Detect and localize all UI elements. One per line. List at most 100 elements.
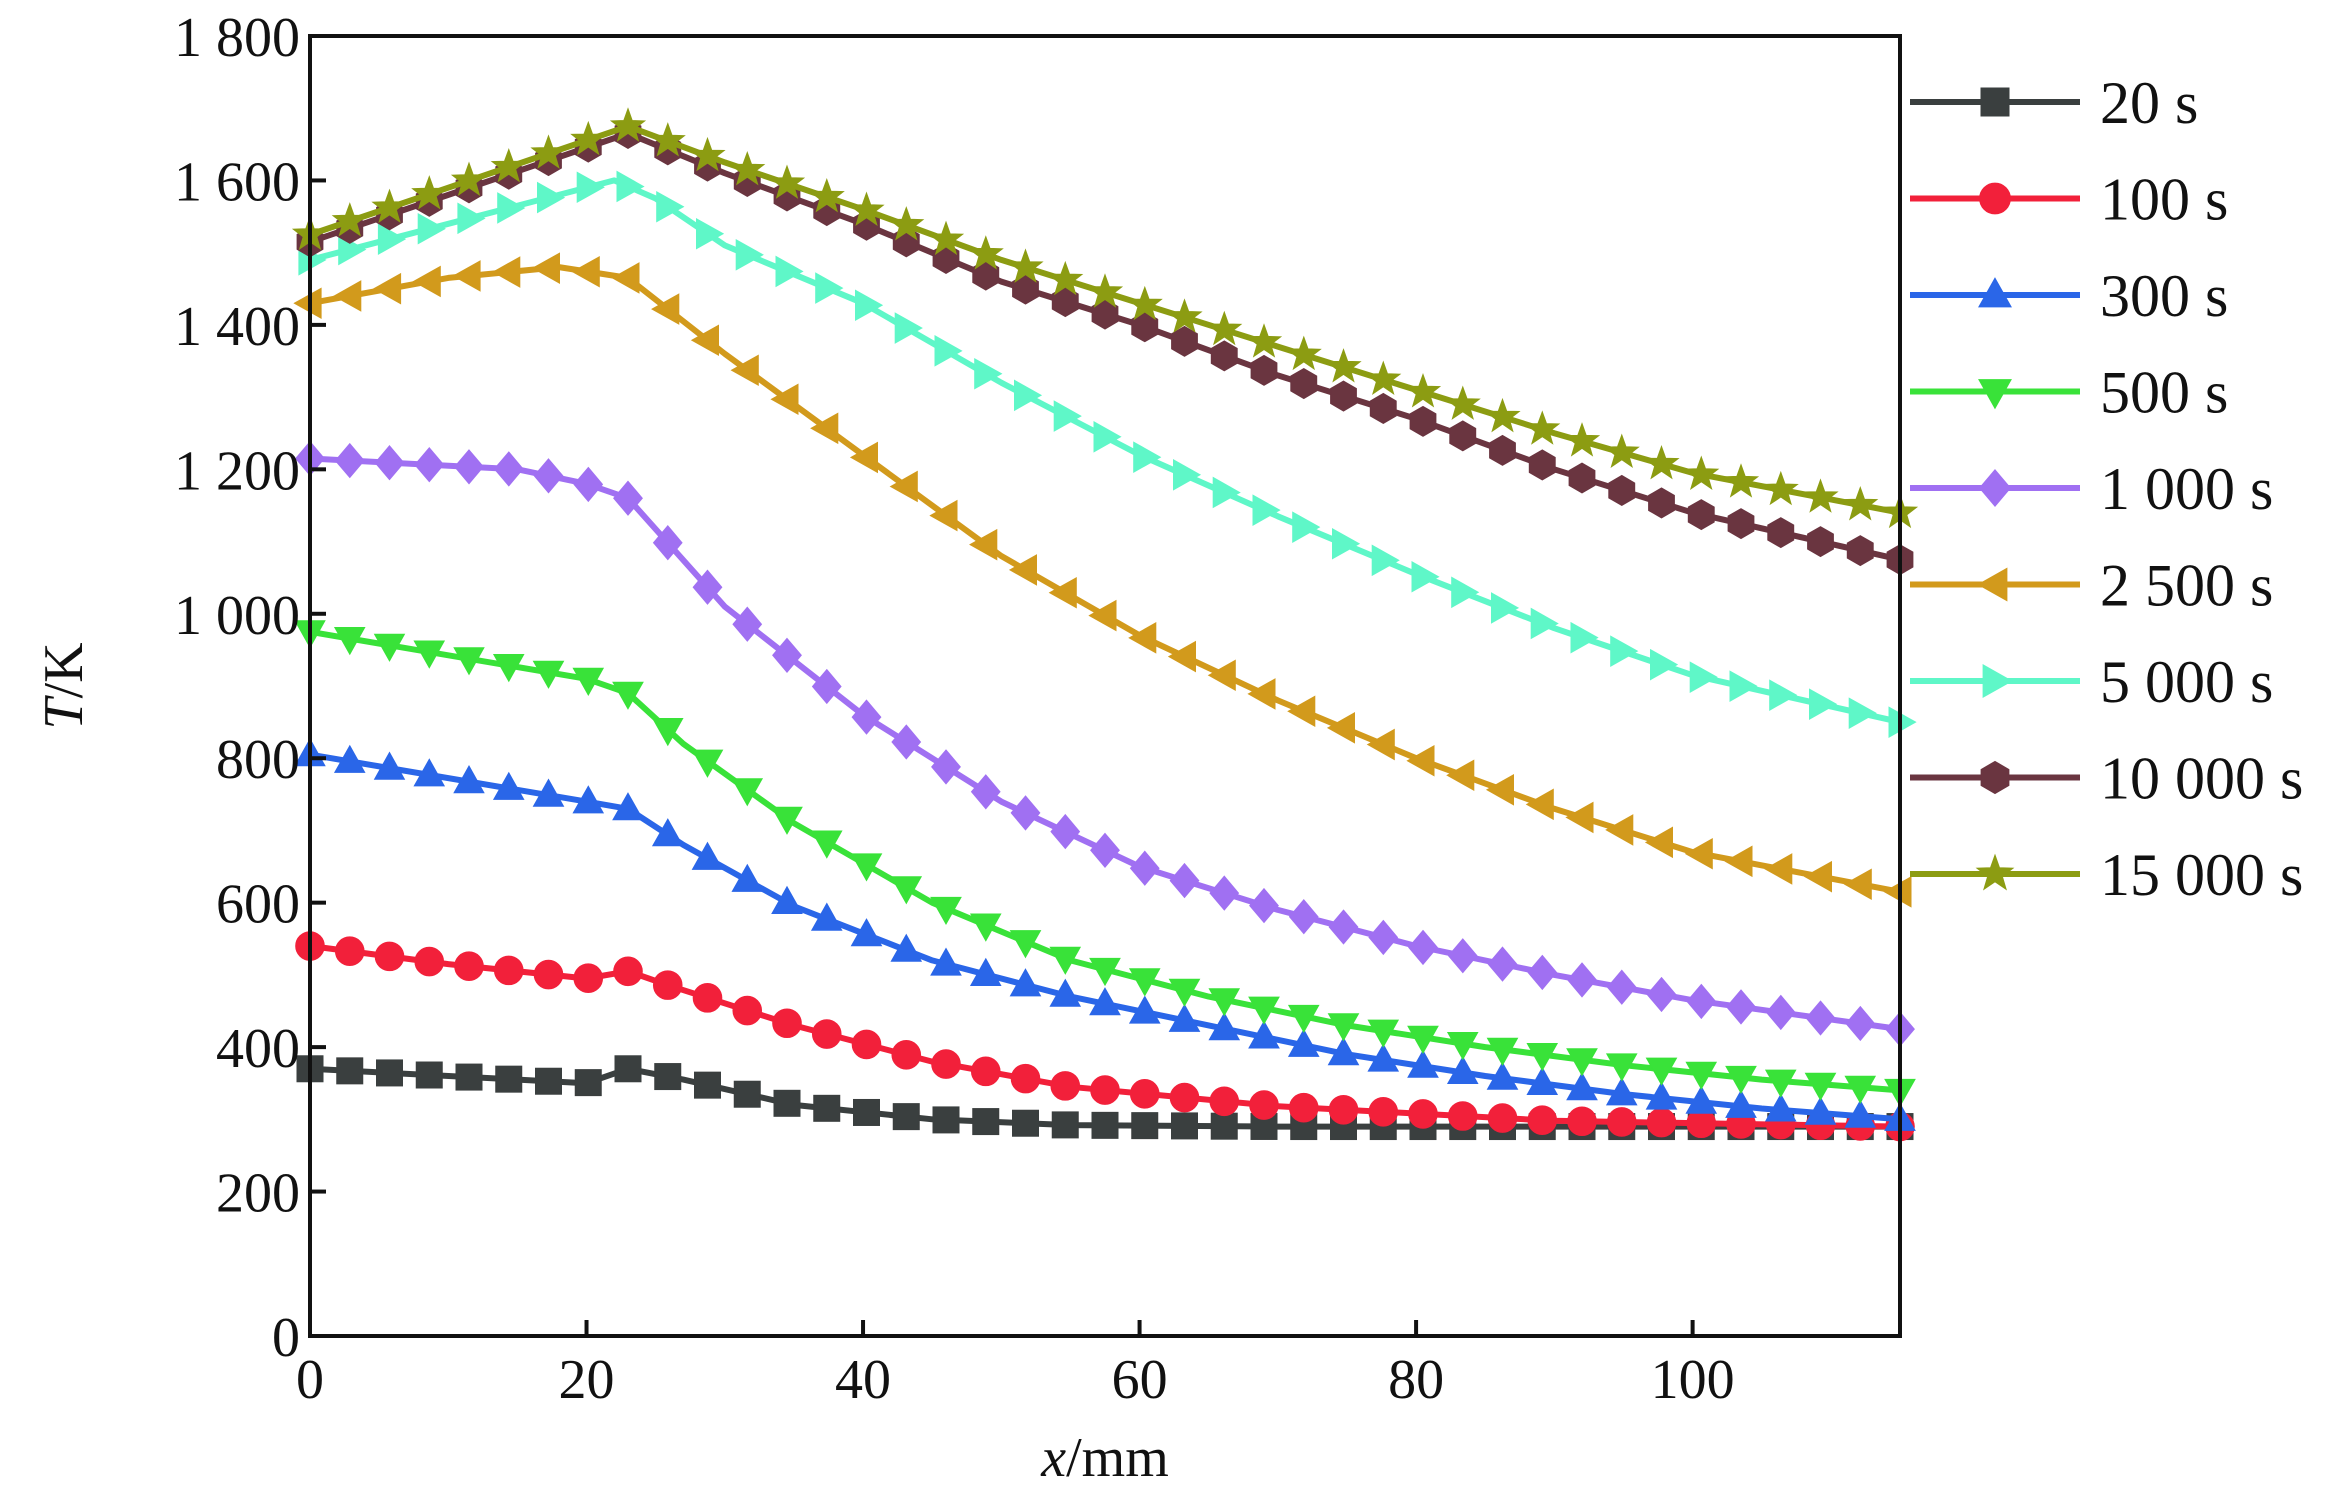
data-point	[616, 170, 645, 203]
legend-label: 20 s	[2100, 70, 2198, 136]
y-tick-label: 800	[216, 729, 300, 791]
legend-marker	[1979, 182, 2011, 215]
data-point	[689, 136, 726, 172]
data-point	[1007, 248, 1044, 283]
data-point	[1606, 969, 1637, 1005]
data-point	[371, 188, 408, 223]
data-point	[414, 946, 445, 977]
data-point	[533, 959, 564, 990]
data-point	[1449, 420, 1477, 452]
data-point	[1566, 1048, 1598, 1077]
data-point	[1526, 1043, 1559, 1072]
data-point	[888, 206, 925, 241]
data-point	[1809, 688, 1838, 720]
legend-item: 20 s	[1910, 70, 2198, 136]
data-point	[810, 902, 843, 931]
data-point	[414, 447, 445, 483]
y-tick-label: 1 600	[174, 151, 300, 213]
data-point	[1487, 946, 1518, 982]
data-point	[1643, 445, 1680, 480]
data-point	[1409, 405, 1437, 437]
legend-label: 100 s	[2100, 167, 2228, 233]
data-point	[1369, 392, 1397, 424]
data-point	[573, 466, 604, 503]
data-point	[331, 202, 368, 237]
data-point	[1328, 909, 1359, 945]
data-point	[374, 941, 405, 972]
data-point	[1729, 670, 1758, 702]
data-point	[1803, 860, 1832, 893]
data-point	[1605, 814, 1634, 846]
data-point	[576, 171, 605, 204]
data-point	[811, 1019, 842, 1049]
data-point	[1128, 622, 1157, 654]
data-point	[1173, 459, 1202, 491]
data-point	[813, 1094, 841, 1122]
data-point	[808, 178, 845, 213]
data-point	[1765, 994, 1796, 1031]
legend-label: 5 000 s	[2100, 649, 2273, 715]
data-point	[1446, 759, 1475, 792]
data-point	[1650, 648, 1679, 681]
legend-marker	[1978, 379, 2012, 410]
data-point	[611, 262, 640, 294]
data-point	[1332, 527, 1361, 560]
data-point	[1842, 486, 1879, 521]
data-point	[1249, 1090, 1279, 1120]
data-point	[497, 192, 526, 224]
series-1	[295, 931, 1915, 1142]
data-point	[532, 660, 565, 689]
data-point	[1408, 1099, 1438, 1129]
data-point	[1168, 1003, 1201, 1032]
data-point	[1325, 348, 1362, 383]
data-point	[930, 896, 962, 926]
data-point	[1091, 298, 1119, 330]
data-point	[1683, 455, 1720, 491]
data-point	[1645, 1057, 1678, 1086]
data-point	[1091, 1111, 1119, 1139]
legend-label: 1 000 s	[2100, 456, 2273, 522]
data-point	[1208, 988, 1241, 1017]
data-point	[1128, 968, 1161, 997]
data-point	[1169, 862, 1200, 899]
data-point	[336, 1057, 364, 1085]
data-point	[1725, 1089, 1757, 1118]
y-tick-label: 600	[216, 874, 300, 936]
data-point	[1764, 1093, 1797, 1122]
legend-marker	[1975, 853, 2015, 891]
data-point	[1646, 976, 1677, 1013]
data-point	[735, 239, 764, 271]
data-point	[1287, 1028, 1320, 1057]
data-point	[1249, 887, 1279, 924]
data-point	[377, 223, 407, 255]
data-point	[891, 1039, 922, 1070]
data-point	[811, 668, 842, 705]
data-point	[853, 1098, 880, 1126]
data-point	[890, 933, 923, 962]
data-point	[1406, 744, 1435, 777]
data-point	[1804, 1096, 1837, 1125]
data-point	[1167, 640, 1196, 673]
data-point	[731, 863, 764, 892]
data-point	[452, 260, 481, 292]
data-point	[490, 148, 527, 183]
data-point	[775, 255, 804, 288]
data-point	[1567, 1106, 1597, 1137]
data-point	[1287, 695, 1316, 728]
data-point	[731, 778, 764, 807]
legend-marker	[1978, 277, 2012, 308]
y-axis-label: T/K	[33, 642, 95, 729]
data-point	[1451, 576, 1480, 609]
data-point	[1049, 978, 1082, 1007]
data-point	[1086, 273, 1124, 308]
data-point	[333, 744, 366, 773]
data-point	[972, 259, 1000, 291]
data-point	[932, 1106, 960, 1134]
data-point	[532, 778, 565, 807]
data-point	[1053, 400, 1082, 432]
data-point	[1446, 1032, 1479, 1061]
data-point	[1367, 1043, 1400, 1072]
data-point	[972, 1108, 1000, 1136]
data-point	[654, 1063, 682, 1091]
